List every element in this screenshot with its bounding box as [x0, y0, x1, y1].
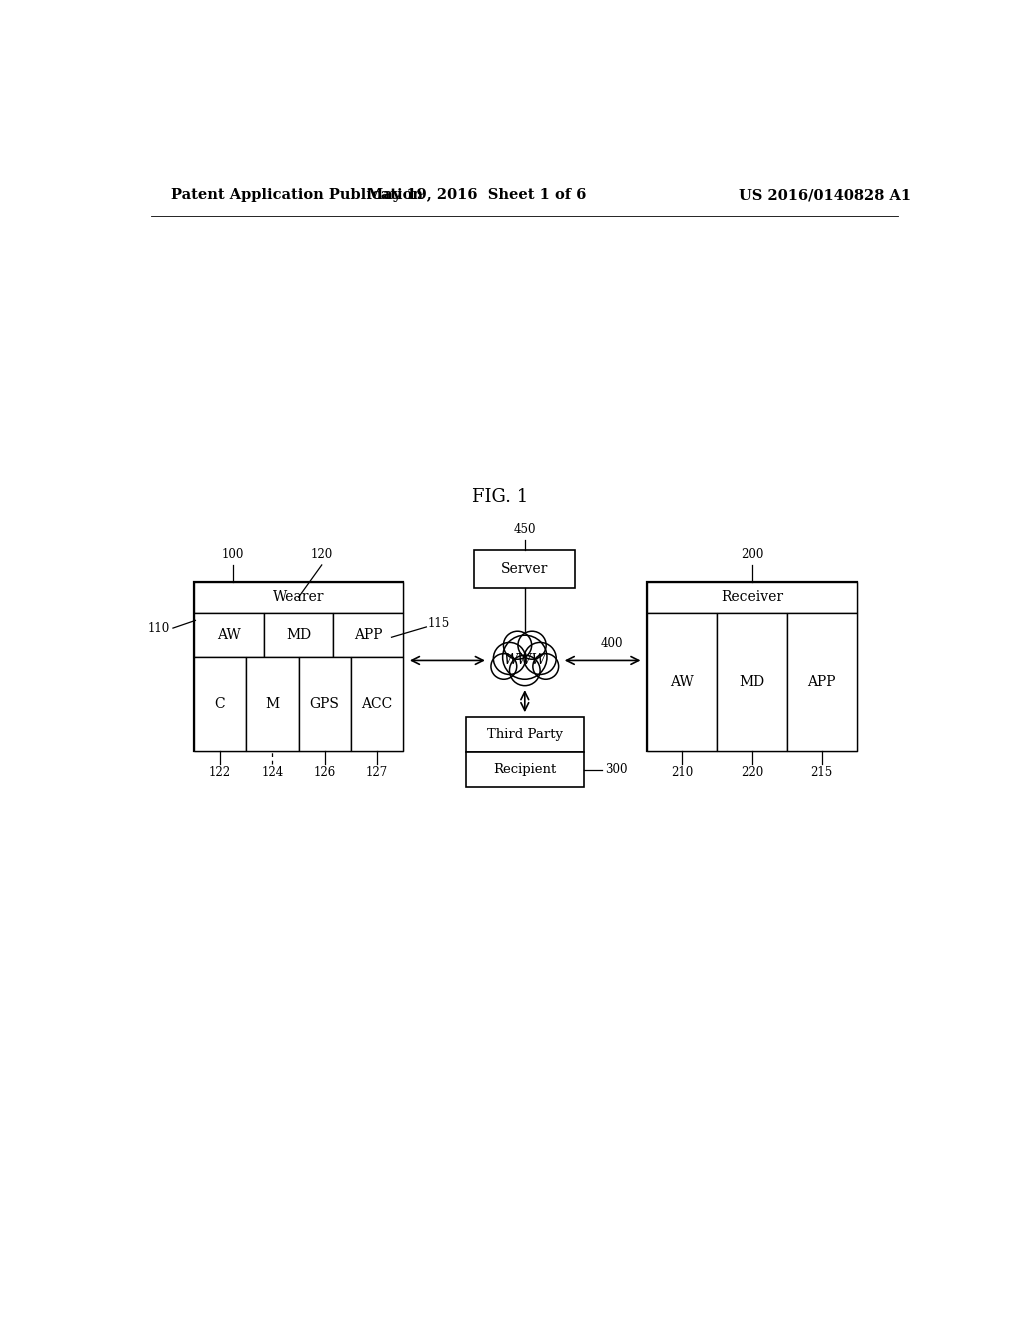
Bar — [194, 612, 263, 657]
Bar — [647, 582, 856, 612]
Text: 126: 126 — [313, 767, 336, 779]
Bar — [647, 612, 717, 751]
Bar — [194, 657, 246, 751]
Text: 127: 127 — [366, 767, 388, 779]
Text: 124: 124 — [261, 767, 284, 779]
Circle shape — [518, 631, 546, 659]
Text: WWW: WWW — [504, 653, 546, 668]
Text: APP: APP — [807, 675, 836, 689]
Text: 450: 450 — [514, 523, 536, 536]
Text: MD: MD — [739, 675, 765, 689]
Text: Third Party: Third Party — [486, 727, 563, 741]
Text: Server: Server — [501, 562, 549, 576]
Text: ACC: ACC — [361, 697, 392, 711]
Bar — [786, 612, 856, 751]
Bar — [194, 582, 403, 751]
Bar — [299, 657, 351, 751]
Text: 220: 220 — [740, 767, 763, 779]
Text: 122: 122 — [209, 767, 231, 779]
Text: 400: 400 — [600, 638, 623, 649]
Text: Patent Application Publication: Patent Application Publication — [171, 189, 423, 202]
Bar — [194, 582, 403, 612]
Text: M: M — [265, 697, 280, 711]
Bar — [351, 657, 403, 751]
Circle shape — [494, 643, 525, 675]
Text: Wearer: Wearer — [272, 590, 325, 605]
Circle shape — [524, 643, 556, 675]
Text: AW: AW — [217, 628, 241, 642]
Bar — [466, 717, 584, 752]
Text: AW: AW — [671, 675, 694, 689]
Text: 215: 215 — [811, 767, 833, 779]
Bar — [474, 549, 575, 589]
Text: 100: 100 — [221, 548, 244, 561]
Circle shape — [504, 631, 531, 659]
Circle shape — [503, 635, 547, 680]
Text: MD: MD — [286, 628, 311, 642]
Text: May 19, 2016  Sheet 1 of 6: May 19, 2016 Sheet 1 of 6 — [367, 189, 587, 202]
Text: 300: 300 — [605, 763, 628, 776]
Text: 120: 120 — [310, 548, 333, 561]
Text: 200: 200 — [740, 548, 763, 561]
Text: Recipient: Recipient — [494, 763, 556, 776]
Text: C: C — [215, 697, 225, 711]
Circle shape — [532, 653, 559, 680]
Bar — [246, 657, 299, 751]
Text: US 2016/0140828 A1: US 2016/0140828 A1 — [739, 189, 911, 202]
Text: 210: 210 — [671, 767, 693, 779]
Bar — [647, 582, 856, 751]
Circle shape — [490, 653, 517, 680]
Text: GPS: GPS — [309, 697, 340, 711]
Text: FIG. 1: FIG. 1 — [472, 488, 528, 506]
Bar — [263, 612, 334, 657]
Bar — [717, 612, 786, 751]
Text: 115: 115 — [428, 618, 451, 631]
Bar — [466, 752, 584, 788]
Circle shape — [510, 655, 540, 685]
Text: Receiver: Receiver — [721, 590, 783, 605]
Text: APP: APP — [354, 628, 383, 642]
Bar — [334, 612, 403, 657]
Text: 110: 110 — [147, 622, 170, 635]
